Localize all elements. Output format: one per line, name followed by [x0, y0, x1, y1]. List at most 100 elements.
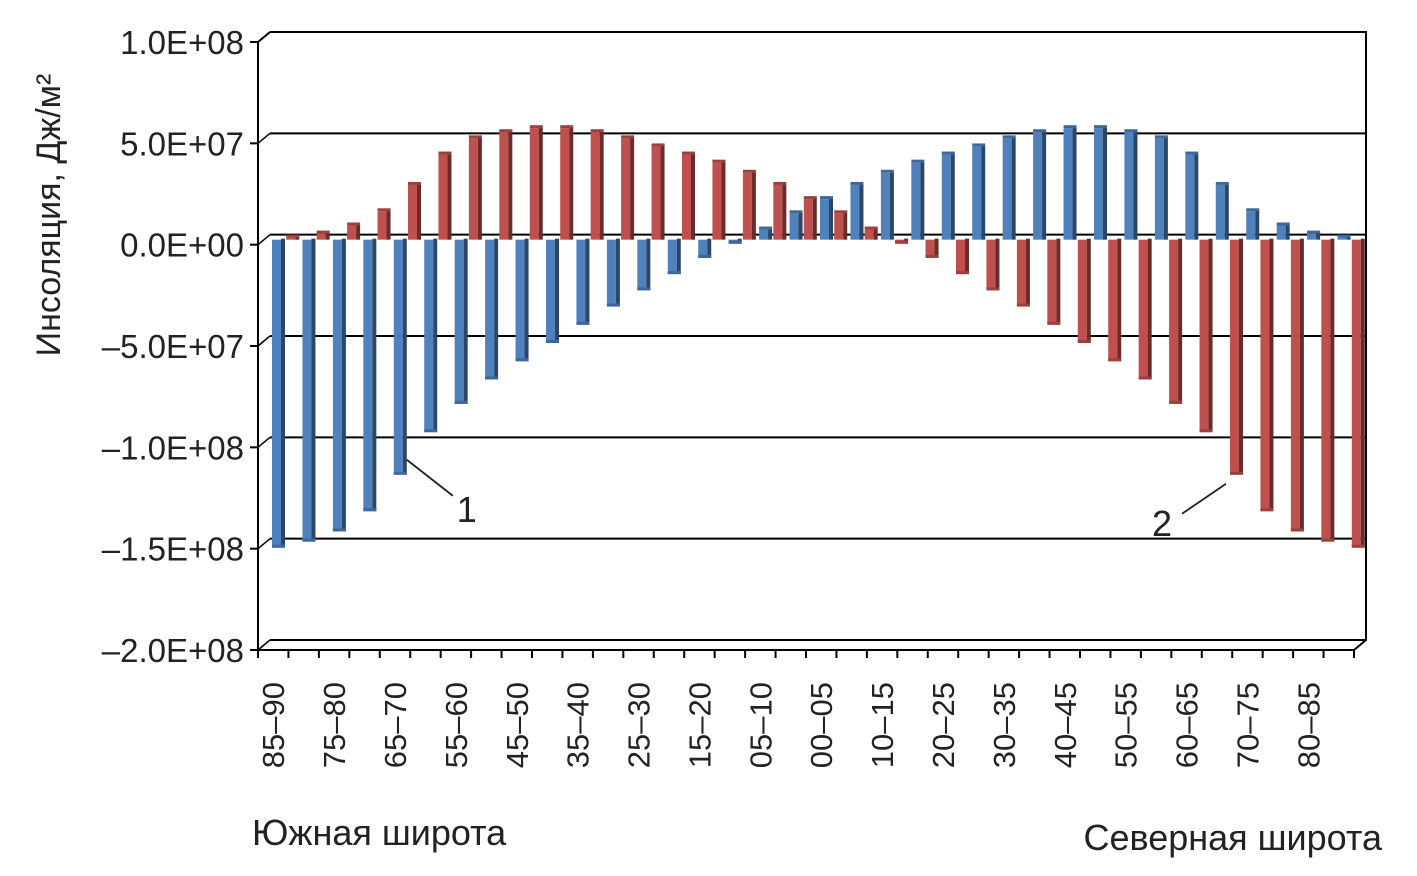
bar-cap: [529, 125, 543, 129]
bar-cap: [606, 303, 620, 307]
bar-2: [408, 184, 417, 240]
bar-2: [377, 211, 387, 240]
bar-2: [560, 128, 570, 240]
y-tick-label: –2.0E+08: [102, 632, 244, 669]
y-axis-top: [257, 31, 271, 43]
bar-side: [585, 238, 590, 325]
bar-cap: [1094, 125, 1107, 129]
callout-label-2: 2: [1152, 503, 1172, 544]
bar-side: [372, 238, 377, 512]
bar-side: [1147, 238, 1152, 380]
bar-side: [615, 238, 620, 307]
bar-cap: [972, 143, 986, 147]
bar-2: [438, 154, 448, 240]
y-tick-label: –1.0E+08: [102, 429, 244, 466]
x-tick-label: 20–25: [926, 682, 961, 768]
bar-cap: [1337, 234, 1351, 238]
bar-2: [1169, 239, 1179, 404]
bar-1: [637, 239, 647, 291]
bar-2: [1321, 239, 1331, 542]
bar-2: [834, 213, 844, 240]
bar-cap: [408, 181, 421, 185]
bar-cap: [621, 135, 635, 139]
bar-1: [911, 162, 921, 240]
bar-side: [1117, 238, 1122, 362]
bar-side: [599, 131, 604, 240]
bar-cap: [316, 230, 330, 234]
bar-side: [538, 127, 543, 240]
bar-side: [402, 238, 407, 475]
bar-2: [347, 225, 357, 240]
bar-1: [972, 146, 982, 240]
bar-1: [1246, 211, 1256, 240]
x-tick-label: 75–80: [317, 682, 352, 768]
bar-cap: [880, 169, 894, 173]
bar-side: [859, 183, 864, 240]
bar-side: [311, 238, 316, 542]
bar-cap: [485, 376, 499, 380]
bar-side: [325, 232, 330, 240]
bar-side: [981, 145, 986, 240]
bar-side: [995, 238, 1000, 291]
bar-cap: [712, 159, 726, 163]
x-tick-label: 80–85: [1291, 682, 1326, 768]
bar-2: [316, 233, 326, 240]
bar-cap: [759, 226, 773, 230]
bar-side: [630, 137, 635, 240]
bar-cap: [1199, 429, 1213, 433]
bar-1: [1033, 132, 1043, 240]
bar-side: [417, 183, 421, 240]
bar-2: [956, 239, 965, 275]
bar-cap: [941, 151, 955, 155]
bar-side: [555, 238, 559, 344]
bar-side: [1178, 238, 1183, 404]
bar-side: [1299, 238, 1304, 532]
bar-side: [447, 153, 452, 240]
bar-side: [1133, 131, 1138, 240]
bar-2: [1230, 239, 1239, 475]
bar-1: [850, 184, 860, 240]
bar-side: [356, 224, 361, 240]
bar-cap: [728, 240, 742, 244]
x-tick-label: 60–65: [1170, 682, 1205, 768]
bar-side: [798, 212, 803, 240]
bar-cap: [773, 181, 787, 185]
bar-side: [1163, 137, 1168, 240]
north-latitude-label: Северная широта: [1083, 817, 1383, 858]
bar-2: [682, 154, 691, 240]
bar-side: [1316, 232, 1321, 240]
bar-side: [1330, 238, 1335, 542]
bar-side: [843, 212, 848, 240]
bar-cap: [956, 271, 969, 275]
bar-2: [742, 172, 752, 240]
x-tick-labels: 85–90 75–80 65–70 55–60 45–50 35–40 25–30 15–20…: [256, 682, 1326, 768]
bar-2: [286, 237, 296, 240]
bar-1: [941, 154, 951, 240]
y-tick-label: –1.5E+08: [102, 531, 244, 568]
bars: [272, 125, 1365, 548]
bar-1: [1215, 184, 1225, 240]
bar-side: [934, 238, 939, 258]
bar-cap: [546, 340, 559, 344]
bar-1: [332, 239, 342, 532]
bar-cap: [499, 129, 513, 133]
gridline-depth: [257, 335, 271, 347]
x-tick-label: 00–05: [804, 682, 839, 768]
south-latitude-label: Южная широта: [252, 812, 507, 853]
bar-cap: [789, 210, 803, 214]
plot-floor-edge: [258, 639, 1367, 651]
bar-2: [803, 199, 813, 240]
bar-1: [1185, 154, 1195, 240]
bar-2: [1077, 239, 1087, 344]
gridline-depth: [257, 234, 271, 246]
bar-1: [820, 199, 829, 240]
bar-cap: [363, 508, 377, 512]
bar-cap: [454, 400, 468, 404]
series-2: [286, 125, 1365, 548]
bar-cap: [1124, 129, 1138, 133]
bar-side: [524, 238, 529, 362]
bar-2: [864, 229, 874, 240]
bar-cap: [1169, 400, 1183, 404]
